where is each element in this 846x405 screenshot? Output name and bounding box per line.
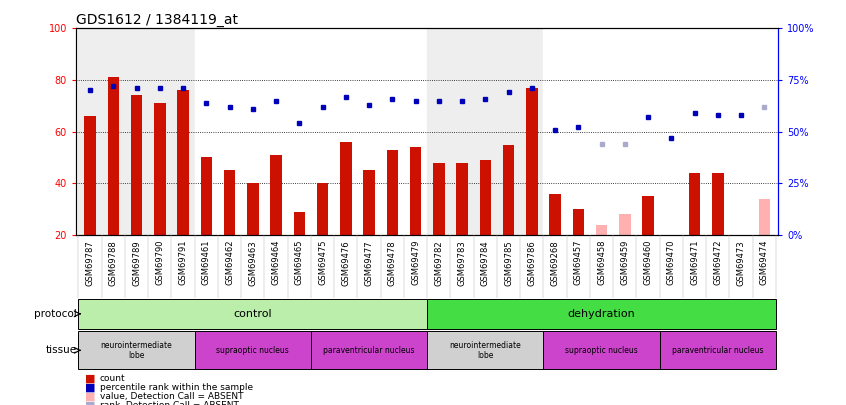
Bar (456, 162, 468, 235)
FancyBboxPatch shape (311, 331, 427, 369)
Bar (387, 150, 398, 235)
Bar (294, 212, 305, 235)
Text: GSM69782: GSM69782 (434, 240, 443, 286)
Text: GSM69791: GSM69791 (179, 240, 188, 286)
Text: GSM69474: GSM69474 (760, 240, 769, 286)
Bar (660, 28, 776, 235)
Bar (596, 224, 607, 235)
Text: GSM69790: GSM69790 (156, 240, 164, 286)
Bar (178, 90, 189, 235)
Bar (573, 209, 585, 235)
Text: GSM69462: GSM69462 (225, 240, 234, 286)
Bar (642, 196, 654, 235)
Text: GSM69789: GSM69789 (132, 240, 141, 286)
FancyBboxPatch shape (195, 331, 311, 369)
Bar (480, 160, 492, 235)
Text: control: control (233, 309, 272, 319)
Text: paraventricular nucleus: paraventricular nucleus (672, 346, 764, 355)
Text: GSM69461: GSM69461 (202, 240, 211, 286)
Bar (712, 173, 723, 235)
Bar (433, 162, 445, 235)
Text: value, Detection Call = ABSENT: value, Detection Call = ABSENT (100, 392, 244, 401)
Bar (503, 145, 514, 235)
Bar (79, 28, 195, 235)
Text: GSM69475: GSM69475 (318, 240, 327, 286)
FancyBboxPatch shape (543, 331, 660, 369)
FancyBboxPatch shape (79, 298, 427, 329)
Text: GSM69788: GSM69788 (109, 240, 118, 286)
Text: neurointermediate
lobe: neurointermediate lobe (101, 341, 173, 360)
Text: GSM69464: GSM69464 (272, 240, 281, 286)
Text: GSM69465: GSM69465 (295, 240, 304, 286)
Bar (427, 28, 543, 235)
Bar (316, 183, 328, 235)
Text: GSM69476: GSM69476 (341, 240, 350, 286)
Text: ■: ■ (85, 392, 95, 401)
Bar (619, 214, 630, 235)
Text: paraventricular nucleus: paraventricular nucleus (323, 346, 415, 355)
Text: protocol: protocol (35, 309, 77, 319)
Text: GSM69463: GSM69463 (249, 240, 257, 286)
Bar (154, 103, 166, 235)
Bar (549, 194, 561, 235)
Bar (689, 173, 700, 235)
Bar (270, 155, 282, 235)
Text: GSM69479: GSM69479 (411, 240, 420, 286)
Text: GSM69460: GSM69460 (644, 240, 652, 286)
Bar (107, 77, 119, 235)
Text: supraoptic nucleus: supraoptic nucleus (565, 346, 638, 355)
Bar (311, 28, 427, 235)
Bar (409, 147, 421, 235)
Text: rank, Detection Call = ABSENT: rank, Detection Call = ABSENT (100, 401, 239, 405)
Text: ■: ■ (85, 374, 95, 384)
Bar (195, 28, 311, 235)
Text: GSM69478: GSM69478 (387, 240, 397, 286)
Bar (247, 183, 259, 235)
FancyBboxPatch shape (427, 298, 776, 329)
Text: count: count (100, 374, 125, 383)
Text: ■: ■ (85, 383, 95, 392)
Bar (543, 28, 660, 235)
Text: dehydration: dehydration (568, 309, 635, 319)
Text: percentile rank within the sample: percentile rank within the sample (100, 383, 253, 392)
Text: GSM69784: GSM69784 (481, 240, 490, 286)
FancyBboxPatch shape (79, 331, 195, 369)
FancyBboxPatch shape (660, 331, 776, 369)
Text: GSM69787: GSM69787 (85, 240, 95, 286)
Bar (340, 142, 352, 235)
Text: GSM69471: GSM69471 (690, 240, 699, 286)
Text: GSM69783: GSM69783 (458, 240, 467, 286)
Bar (526, 88, 538, 235)
Bar (363, 171, 375, 235)
Text: GSM69268: GSM69268 (551, 240, 559, 286)
Text: tissue: tissue (46, 345, 77, 355)
Text: neurointermediate
lobe: neurointermediate lobe (449, 341, 521, 360)
Text: GSM69472: GSM69472 (713, 240, 722, 286)
Text: GSM69457: GSM69457 (574, 240, 583, 286)
Text: supraoptic nucleus: supraoptic nucleus (217, 346, 289, 355)
Bar (759, 199, 770, 235)
Bar (224, 171, 235, 235)
FancyBboxPatch shape (427, 331, 543, 369)
Text: GDS1612 / 1384119_at: GDS1612 / 1384119_at (76, 13, 238, 27)
Text: GSM69458: GSM69458 (597, 240, 606, 286)
Bar (85, 116, 96, 235)
Text: GSM69473: GSM69473 (737, 240, 745, 286)
Text: ■: ■ (85, 401, 95, 405)
Text: GSM69470: GSM69470 (667, 240, 676, 286)
Text: GSM69785: GSM69785 (504, 240, 514, 286)
Text: GSM69459: GSM69459 (620, 240, 629, 285)
Bar (201, 158, 212, 235)
Text: GSM69477: GSM69477 (365, 240, 374, 286)
Text: GSM69786: GSM69786 (527, 240, 536, 286)
Bar (131, 96, 142, 235)
